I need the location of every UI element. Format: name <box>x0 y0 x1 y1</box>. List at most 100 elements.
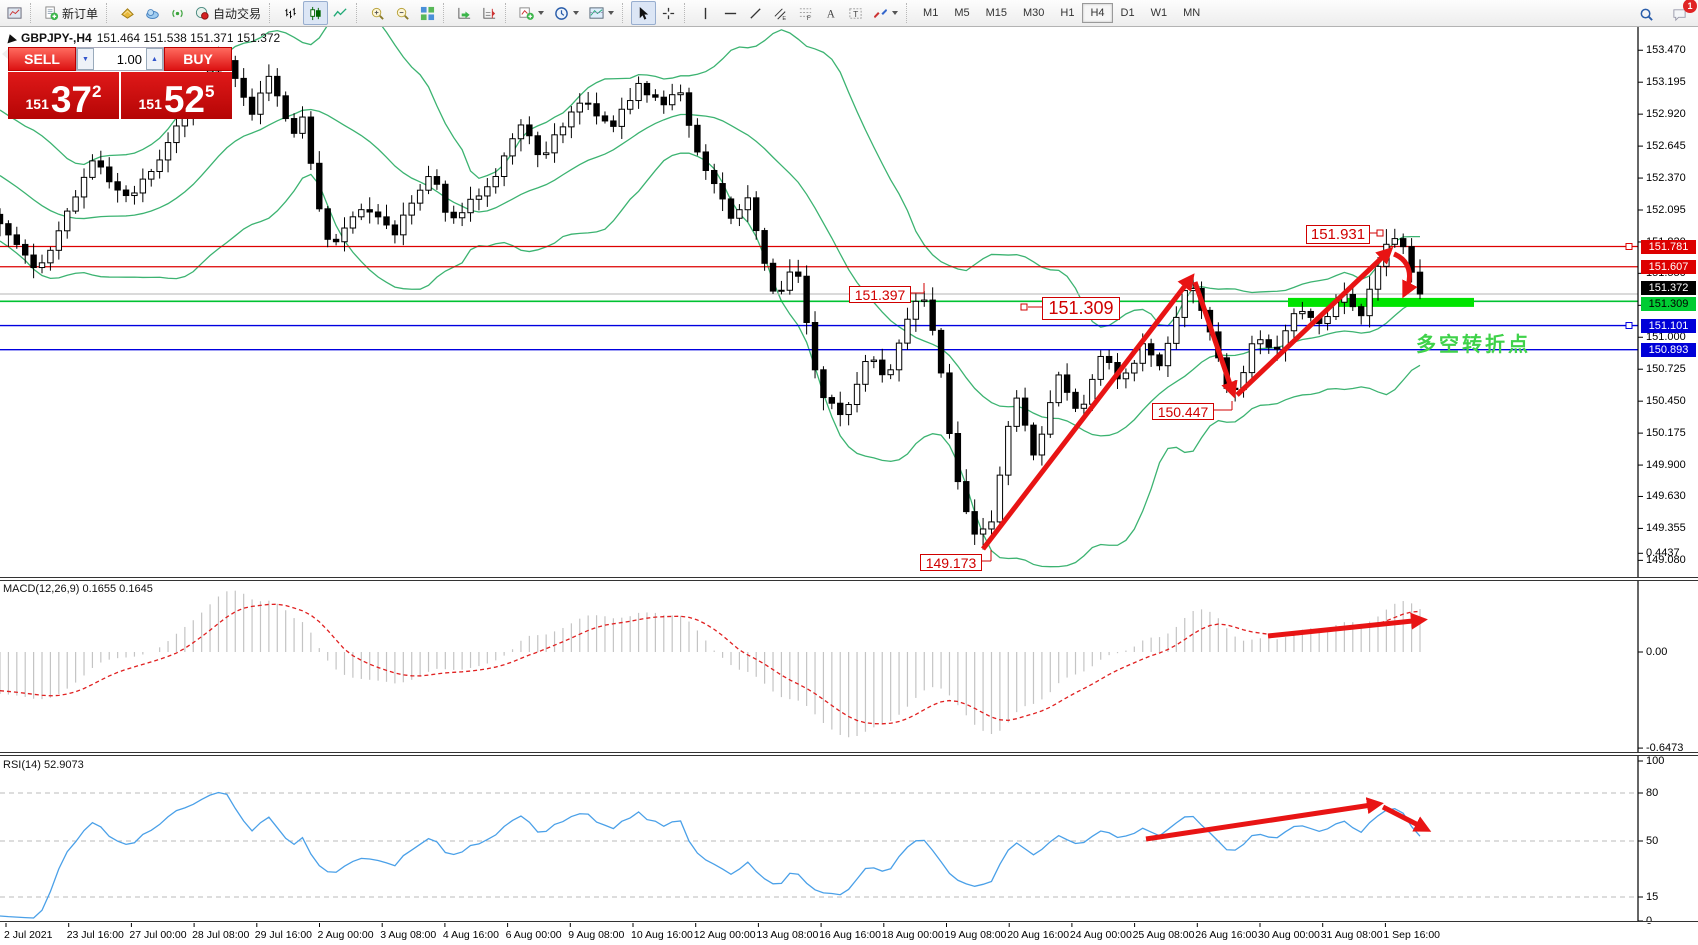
time-axis-label: 29 Jul 16:00 <box>254 929 313 941</box>
sell-button[interactable]: SELL <box>8 47 76 71</box>
support-zone[interactable] <box>1288 297 1474 307</box>
timeframe-w1[interactable]: W1 <box>1150 7 1168 19</box>
buy-price-tile[interactable]: 151 52 5 <box>121 72 232 119</box>
indicators-button[interactable] <box>514 1 549 25</box>
rsi-levels <box>0 792 1638 898</box>
price-axis-tick: 149.355 <box>1646 522 1686 535</box>
trend-arrows[interactable] <box>981 246 1432 842</box>
text-icon: A <box>827 8 836 20</box>
price-axis-badge: 151.309 <box>1641 297 1696 312</box>
time-axis-label: 4 Aug 16:00 <box>442 929 499 941</box>
volume-decrease-button[interactable]: ▼ <box>77 48 94 70</box>
zoom-out-button[interactable] <box>390 1 415 25</box>
toolbar-button-label: 新订单 <box>62 6 99 21</box>
chart-window-button[interactable] <box>2 1 27 25</box>
timeframe-m1[interactable]: M1 <box>923 7 939 19</box>
chart-shift-button[interactable] <box>477 1 502 25</box>
trade-panel-prices: 151 37 2 151 52 5 <box>8 72 232 119</box>
market-watch-button[interactable] <box>115 1 140 25</box>
symbol-marker-icon <box>5 32 17 44</box>
pane-divider[interactable] <box>0 577 1698 581</box>
text-button[interactable]: A <box>818 1 843 25</box>
signals-button[interactable] <box>165 1 190 25</box>
timeframe-m5[interactable]: M5 <box>954 7 970 19</box>
chart-shift-icon <box>483 7 496 19</box>
horizontal-lines[interactable] <box>0 243 1638 351</box>
search-icon[interactable] <box>1634 2 1659 26</box>
indicators-icon <box>519 6 534 20</box>
rsi-axis-tick: 80 <box>1646 787 1659 799</box>
volume-input[interactable] <box>94 48 146 70</box>
price-annotation[interactable]: 151.397 <box>849 286 911 303</box>
candlesticks <box>0 46 1424 550</box>
timeframe-m15[interactable]: M15 <box>985 7 1007 19</box>
autotrading-button[interactable]: 自动交易 <box>190 1 266 25</box>
timeframe-d1[interactable]: D1 <box>1120 7 1135 19</box>
cursor-button[interactable] <box>631 1 657 25</box>
bar-chart-button[interactable] <box>278 1 303 25</box>
line-chart-button[interactable] <box>328 1 353 25</box>
time-axis-label: 1 Sep 16:00 <box>1383 929 1441 941</box>
line-handle[interactable] <box>1625 322 1633 330</box>
zoom-in-button[interactable] <box>365 1 390 25</box>
trade-panel-toggle[interactable] <box>2 49 8 59</box>
time-axis-label: 3 Aug 08:00 <box>380 929 437 941</box>
periods-button[interactable] <box>549 1 584 25</box>
community-button[interactable] <box>140 1 165 25</box>
auto-scroll-button[interactable] <box>452 1 477 25</box>
dropdown-arrow-icon[interactable] <box>608 11 615 15</box>
templates-button[interactable] <box>584 1 619 25</box>
candlestick-button[interactable] <box>303 1 329 25</box>
trendline-icon <box>750 7 761 19</box>
price-annotation[interactable]: 151.309 <box>1042 297 1120 320</box>
arrows-button[interactable] <box>868 1 903 25</box>
volume-increase-button[interactable]: ▲ <box>146 48 163 70</box>
fibonacci-button[interactable]: F <box>793 1 818 25</box>
dropdown-arrow-icon[interactable] <box>538 11 545 15</box>
price-axis-tick: 152.095 <box>1646 204 1686 216</box>
dropdown-arrow-icon[interactable] <box>573 11 580 15</box>
dropdown-arrow-icon[interactable] <box>892 11 899 15</box>
timeframe-mn[interactable]: MN <box>1183 7 1201 19</box>
bar-chart-icon <box>285 7 296 18</box>
new-order-button[interactable]: 新订单 <box>39 1 103 25</box>
price-axis-tick: 153.470 <box>1646 44 1686 57</box>
time-axis-label: 23 Jul 16:00 <box>66 929 124 941</box>
timeframe-h4[interactable]: H4 <box>1082 3 1113 23</box>
vertical-line-button[interactable] <box>693 1 718 25</box>
pane-divider[interactable] <box>0 752 1698 756</box>
time-axis-label: 25 Aug 08:00 <box>1132 929 1195 941</box>
trendline-button[interactable] <box>743 1 768 25</box>
time-axis-label: 6 Aug 00:00 <box>505 929 562 941</box>
price-annotation[interactable]: 151.931 <box>1306 225 1370 244</box>
toolbar-separator <box>906 3 912 23</box>
horizontal-line-button[interactable] <box>718 1 743 25</box>
svg-text:F: F <box>807 15 811 21</box>
ohlc-values: 151.464 151.538 151.371 151.372 <box>96 31 281 45</box>
tile-windows-button[interactable] <box>415 1 440 25</box>
price-axis-badge: 151.607 <box>1641 259 1696 274</box>
price-annotation[interactable]: 150.447 <box>1152 403 1214 420</box>
toolbar-separator <box>505 3 511 23</box>
timeframe-h1[interactable]: H1 <box>1060 7 1075 19</box>
crosshair-button[interactable] <box>656 1 681 25</box>
toolbar-separator <box>622 3 628 23</box>
time-axis-label: 16 Aug 16:00 <box>819 929 881 941</box>
toolbar-separator <box>269 3 275 23</box>
chat-icon[interactable]: 1 <box>1667 0 1697 26</box>
sell-price-tile[interactable]: 151 37 2 <box>8 72 119 119</box>
svg-text:E: E <box>782 16 786 21</box>
line-handle[interactable] <box>1625 243 1633 251</box>
text-label-button[interactable]: T <box>843 1 868 25</box>
timeframe-m30[interactable]: M30 <box>1023 7 1045 19</box>
buy-price-main: 52 <box>163 78 206 120</box>
tile-windows-icon <box>420 6 435 20</box>
channel-button[interactable]: E <box>768 1 793 25</box>
price-annotation[interactable]: 149.173 <box>920 554 982 571</box>
chinese-note-text[interactable]: 多空转折点 <box>1416 334 1531 356</box>
buy-button[interactable]: BUY <box>164 47 232 71</box>
macd-axis-tick: 0.00 <box>1646 646 1668 658</box>
time-axis-label: 27 Jul 00:00 <box>129 929 187 941</box>
horizontal-line-icon <box>724 12 737 14</box>
